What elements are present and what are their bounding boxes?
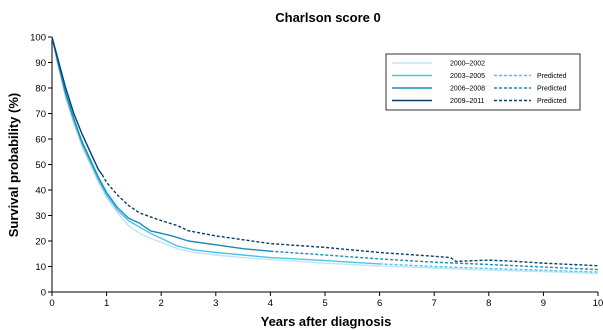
series-line-2009-2011-predicted [101, 174, 599, 267]
series-layer [51, 36, 599, 275]
y-tick-label: 50 [35, 160, 46, 171]
x-tick-label: 1 [104, 298, 109, 309]
x-tick-label: 5 [322, 298, 327, 309]
x-tick-label: 6 [377, 298, 382, 309]
y-tick-label: 40 [35, 186, 46, 197]
y-tick-label: 70 [35, 109, 46, 120]
y-tick-label: 80 [35, 84, 46, 95]
series-line-2003-2005 [51, 36, 380, 265]
legend-label: 2006–2008 [450, 86, 485, 93]
y-tick-label: 90 [35, 58, 46, 69]
legend-predicted-label: Predicted [537, 73, 567, 80]
series-line-2000-2002 [51, 36, 599, 275]
x-tick-label: 9 [541, 298, 546, 309]
series-line-2006-2008 [51, 36, 271, 252]
series-line-2009-2011 [51, 36, 103, 176]
x-axis-title: Years after diagnosis [261, 314, 392, 329]
y-tick-label: 30 [35, 211, 46, 222]
legend-label: 2003–2005 [450, 73, 485, 80]
series-line-2003-2005-predicted [379, 263, 599, 273]
y-tick-label: 100 [30, 33, 46, 44]
legend-label: 2009–2011 [450, 98, 485, 105]
x-tick-label: 0 [49, 298, 54, 309]
x-tick-label: 2 [159, 298, 164, 309]
y-axis-title: Survival probability (%) [6, 93, 21, 237]
legend-predicted-label: Predicted [537, 86, 567, 93]
y-tick-label: 0 [41, 288, 46, 299]
x-tick-label: 3 [213, 298, 218, 309]
legend: 2000–2002 2003–2005 Predicted 2006–2008 Pred… [385, 53, 581, 111]
chart-title: Charlson score 0 [275, 10, 381, 25]
x-tick-label: 7 [432, 298, 437, 309]
legend-predicted-label: Predicted [537, 98, 567, 105]
legend-label: 2000–2002 [450, 61, 485, 68]
y-tick-label: 10 [35, 262, 46, 273]
y-tick-label: 60 [35, 135, 46, 146]
x-tick-label: 10 [593, 298, 603, 309]
axes: 0 10 20 30 40 50 60 70 80 90 100 0 1 2 3 4 5 6 7 8 9 10 [30, 33, 603, 310]
y-tick-label: 20 [35, 237, 46, 248]
x-tick-label: 4 [268, 298, 273, 309]
x-tick-label: 8 [486, 298, 491, 309]
